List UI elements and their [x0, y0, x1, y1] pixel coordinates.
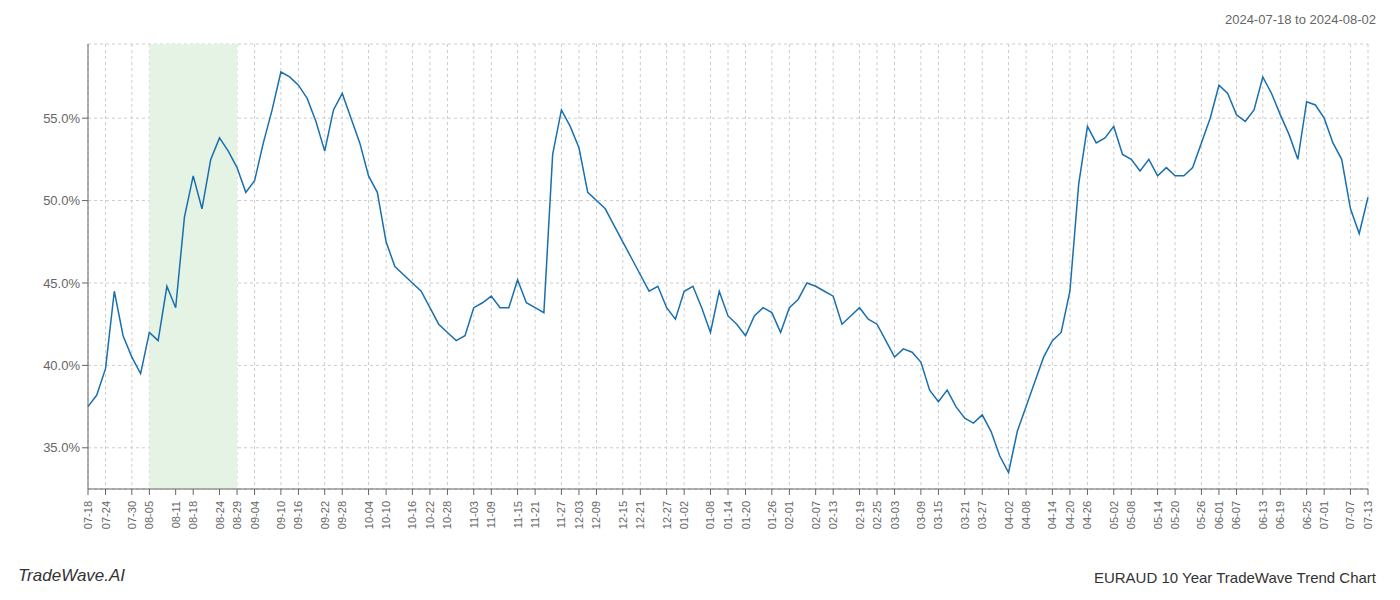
svg-text:05-02: 05-02: [1108, 501, 1120, 529]
svg-text:01-14: 01-14: [722, 501, 734, 529]
svg-text:04-20: 04-20: [1064, 501, 1076, 529]
svg-text:07-24: 07-24: [100, 501, 112, 529]
svg-text:40.0%: 40.0%: [43, 358, 80, 373]
svg-text:50.0%: 50.0%: [43, 193, 80, 208]
svg-text:02-01: 02-01: [783, 501, 795, 529]
svg-text:03-03: 03-03: [889, 501, 901, 529]
svg-text:06-01: 06-01: [1213, 501, 1225, 529]
svg-text:04-08: 04-08: [1020, 501, 1032, 529]
svg-text:09-04: 09-04: [249, 501, 261, 529]
svg-text:11-03: 11-03: [468, 501, 480, 528]
svg-text:12-03: 12-03: [573, 501, 585, 529]
svg-text:11-21: 11-21: [529, 501, 541, 528]
svg-text:04-02: 04-02: [1003, 501, 1015, 529]
svg-text:06-07: 06-07: [1230, 501, 1242, 529]
html-text:EURAUD 10 Year TradeWave Trend: EURAUD 10 Year TradeWave Trend Chart: [1093, 569, 1376, 586]
svg-text:45.0%: 45.0%: [43, 276, 80, 291]
svg-text:06-19: 06-19: [1274, 501, 1286, 529]
svg-text:03-15: 03-15: [932, 501, 944, 529]
svg-text:07-01: 07-01: [1318, 501, 1330, 529]
svg-text:09-28: 09-28: [336, 501, 348, 529]
html-text:TradeWave.AI: TradeWave.AI: [18, 566, 126, 585]
svg-text:12-09: 12-09: [590, 501, 602, 529]
svg-text:01-26: 01-26: [766, 501, 778, 529]
svg-text:07-18: 07-18: [82, 501, 94, 529]
svg-text:11-15: 11-15: [512, 501, 524, 528]
svg-text:03-27: 03-27: [976, 501, 988, 529]
svg-text:08-05: 08-05: [143, 501, 155, 529]
svg-text:07-07: 07-07: [1344, 501, 1356, 529]
svg-text:09-10: 09-10: [275, 501, 287, 529]
svg-text:35.0%: 35.0%: [43, 440, 80, 455]
svg-text:04-14: 04-14: [1046, 501, 1058, 529]
svg-text:10-22: 10-22: [424, 501, 436, 529]
svg-text:03-09: 03-09: [915, 501, 927, 529]
svg-text:03-21: 03-21: [959, 501, 971, 529]
svg-text:10-10: 10-10: [380, 501, 392, 529]
svg-text:07-13: 07-13: [1362, 501, 1374, 529]
svg-text:08-24: 08-24: [214, 501, 226, 529]
svg-text:05-20: 05-20: [1169, 501, 1181, 529]
svg-text:55.0%: 55.0%: [43, 111, 80, 126]
svg-text:12-15: 12-15: [617, 501, 629, 529]
svg-text:10-16: 10-16: [406, 501, 418, 529]
svg-text:05-14: 05-14: [1152, 501, 1164, 529]
svg-text:08-11: 08-11: [170, 501, 182, 528]
svg-text:01-02: 01-02: [678, 501, 690, 529]
svg-text:10-04: 10-04: [363, 501, 375, 529]
svg-text:05-08: 05-08: [1125, 501, 1137, 529]
svg-text:05-26: 05-26: [1195, 501, 1207, 529]
svg-text:12-27: 12-27: [661, 501, 673, 529]
svg-text:01-20: 01-20: [740, 501, 752, 529]
svg-text:12-21: 12-21: [634, 501, 646, 529]
svg-text:01-08: 01-08: [704, 501, 716, 529]
svg-text:02-07: 02-07: [810, 501, 822, 529]
svg-text:10-28: 10-28: [441, 501, 453, 529]
svg-text:06-25: 06-25: [1301, 501, 1313, 529]
svg-text:02-13: 02-13: [827, 501, 839, 529]
svg-text:04-26: 04-26: [1081, 501, 1093, 529]
svg-text:02-25: 02-25: [871, 501, 883, 529]
svg-text:09-22: 09-22: [319, 501, 331, 529]
svg-text:07-30: 07-30: [126, 501, 138, 529]
svg-text:08-18: 08-18: [187, 501, 199, 529]
svg-text:11-27: 11-27: [555, 501, 567, 528]
svg-text:06-13: 06-13: [1257, 501, 1269, 529]
html-text:2024-07-18 to 2024-08-02: 2024-07-18 to 2024-08-02: [1224, 12, 1376, 27]
svg-text:09-16: 09-16: [292, 501, 304, 529]
svg-text:11-09: 11-09: [485, 501, 497, 528]
svg-text:08-29: 08-29: [231, 501, 243, 529]
svg-text:02-19: 02-19: [854, 501, 866, 529]
